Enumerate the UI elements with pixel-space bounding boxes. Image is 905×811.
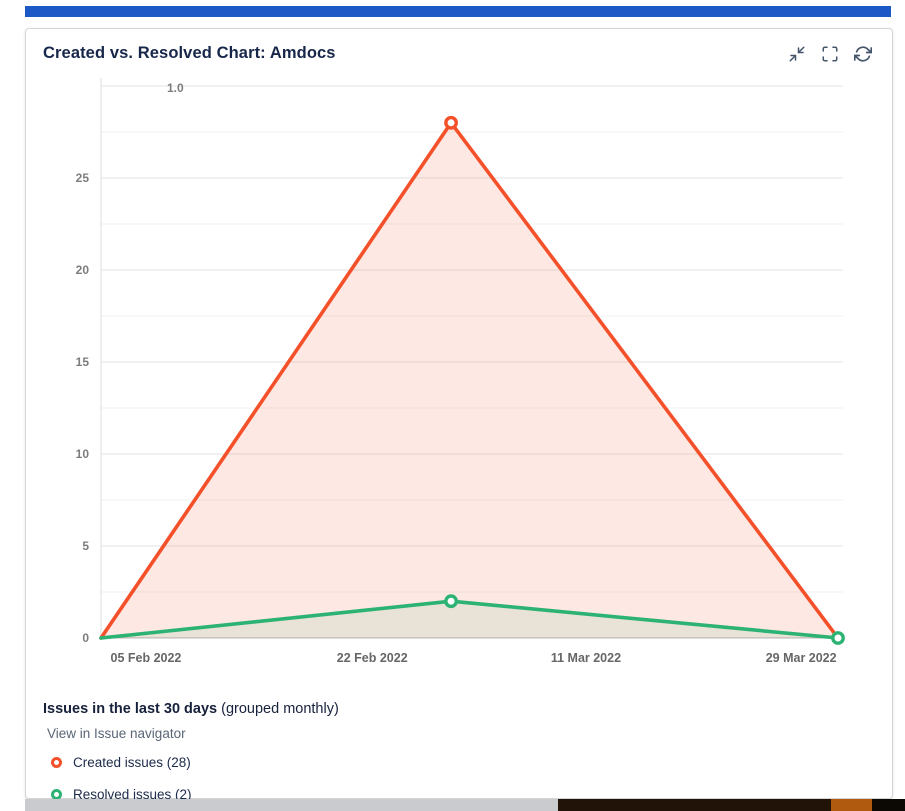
summary-period: Issues in the last 30 days: [43, 701, 218, 717]
legend-label-resolved: Resolved issues (2): [73, 786, 192, 802]
svg-text:22 Feb 2022: 22 Feb 2022: [337, 651, 408, 665]
legend-item-resolved: Resolved issues (2): [51, 783, 192, 805]
view-in-issue-navigator-link[interactable]: View in Issue navigator: [47, 726, 186, 741]
top-accent-bar: [25, 6, 891, 17]
svg-text:20: 20: [76, 263, 90, 277]
svg-text:11 Mar 2022: 11 Mar 2022: [551, 651, 621, 665]
bottom-bar-black-segment: [872, 799, 905, 811]
svg-text:0: 0: [82, 631, 89, 645]
svg-text:1.0: 1.0: [167, 81, 184, 95]
created-series-marker-icon: [51, 756, 62, 768]
bottom-bar: [0, 799, 905, 811]
legend-label-created: Created issues (28): [73, 754, 191, 770]
horizontal-scrollbar[interactable]: [25, 799, 558, 811]
resolved-series-marker-icon: [51, 788, 62, 800]
bottom-bar-dark-segment: [558, 799, 831, 811]
svg-text:15: 15: [76, 355, 90, 369]
fullscreen-icon[interactable]: [821, 45, 839, 63]
legend-item-created: Created issues (28): [51, 751, 192, 773]
gadget-title: Created vs. Resolved Chart: Amdocs: [43, 44, 336, 62]
chart-legend: Created issues (28) Resolved issues (2): [51, 751, 192, 811]
gadget-card: 0 5 10 15 20 25 1.0 05 Feb 2022 22 Feb 2022 11 Ma…: [25, 28, 893, 802]
svg-text:29 Mar 2022: 29 Mar 2022: [766, 651, 837, 665]
summary-grouping: (grouped monthly): [221, 701, 339, 717]
svg-text:10: 10: [76, 447, 90, 461]
gadget-toolbar: [788, 45, 872, 63]
svg-text:25: 25: [76, 171, 90, 185]
refresh-icon[interactable]: [854, 45, 872, 63]
bottom-bar-orange-segment: [831, 799, 872, 811]
chart-summary: Issues in the last 30 days (grouped mont…: [43, 701, 339, 717]
svg-text:5: 5: [82, 539, 89, 553]
svg-text:05 Feb 2022: 05 Feb 2022: [111, 651, 182, 665]
chart-canvas: 0 5 10 15 20 25 1.0 05 Feb 2022 22 Feb 2022 11 Ma…: [76, 78, 845, 665]
collapse-icon[interactable]: [788, 45, 806, 63]
